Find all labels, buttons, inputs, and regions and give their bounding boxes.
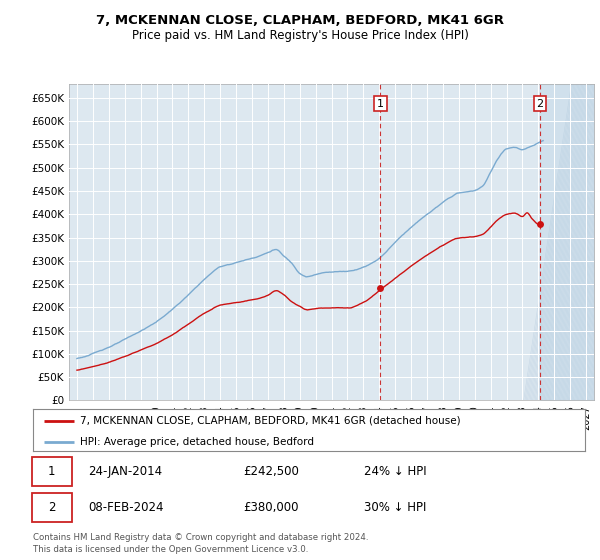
FancyBboxPatch shape (32, 493, 71, 522)
Text: 1: 1 (377, 99, 384, 109)
Text: 08-FEB-2024: 08-FEB-2024 (88, 501, 164, 515)
Text: 2: 2 (536, 99, 544, 109)
Text: Price paid vs. HM Land Registry's House Price Index (HPI): Price paid vs. HM Land Registry's House … (131, 29, 469, 42)
Text: 24-JAN-2014: 24-JAN-2014 (88, 465, 163, 478)
Text: 7, MCKENNAN CLOSE, CLAPHAM, BEDFORD, MK41 6GR (detached house): 7, MCKENNAN CLOSE, CLAPHAM, BEDFORD, MK4… (80, 416, 461, 426)
Text: Contains HM Land Registry data © Crown copyright and database right 2024.
This d: Contains HM Land Registry data © Crown c… (33, 533, 368, 554)
Text: £242,500: £242,500 (243, 465, 299, 478)
FancyBboxPatch shape (32, 457, 71, 486)
Text: 1: 1 (48, 465, 56, 478)
Text: 2: 2 (48, 501, 56, 515)
Text: 7, MCKENNAN CLOSE, CLAPHAM, BEDFORD, MK41 6GR: 7, MCKENNAN CLOSE, CLAPHAM, BEDFORD, MK4… (96, 14, 504, 27)
Text: HPI: Average price, detached house, Bedford: HPI: Average price, detached house, Bedf… (80, 437, 314, 446)
Text: 24% ↓ HPI: 24% ↓ HPI (364, 465, 427, 478)
Text: £380,000: £380,000 (243, 501, 298, 515)
Text: 30% ↓ HPI: 30% ↓ HPI (364, 501, 427, 515)
